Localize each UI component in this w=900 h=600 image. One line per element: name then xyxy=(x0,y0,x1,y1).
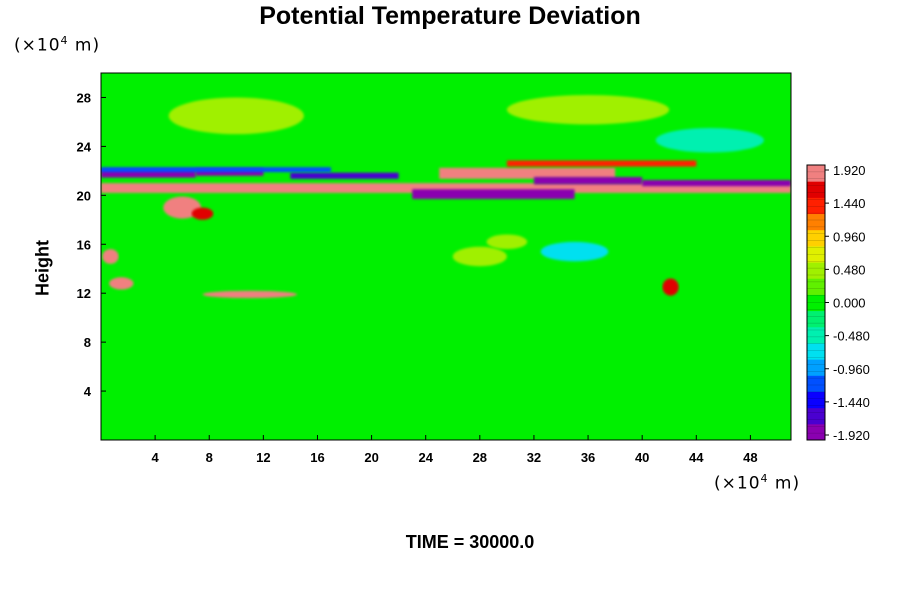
colorbar-swatch xyxy=(807,197,825,215)
x-tick-label: 28 xyxy=(473,450,487,465)
colorbar-swatch xyxy=(807,326,825,344)
y-tick-label: 16 xyxy=(77,237,91,252)
colorbar-tick-label: -0.960 xyxy=(833,362,870,377)
y-tick-label: 28 xyxy=(77,90,91,105)
colorbar-swatch xyxy=(807,391,825,409)
x-tick-label: 48 xyxy=(743,450,757,465)
field-blob-6 xyxy=(452,246,507,267)
colorbar-tick-label: 1.920 xyxy=(833,163,866,178)
field-band-0 xyxy=(101,183,791,193)
x-unit-base: (×10 xyxy=(714,473,761,494)
x-axis-ticks: 4 8 12 16 20 24 28 32 36 40 44 48 xyxy=(152,435,758,465)
field-band-6 xyxy=(533,176,643,185)
x-tick-label: 20 xyxy=(364,450,378,465)
colorbar-tick-label: -1.920 xyxy=(833,428,870,443)
x-tick-label: 16 xyxy=(310,450,324,465)
y-tick-label: 24 xyxy=(77,139,92,154)
field-band-8 xyxy=(101,167,331,173)
colorbar-swatch xyxy=(807,375,825,392)
x-tick-label: 8 xyxy=(206,450,213,465)
y-tick-label: 4 xyxy=(84,384,92,399)
plot-frame xyxy=(100,72,792,441)
colorbar-tick-label: 0.480 xyxy=(833,262,866,277)
field-blob-10 xyxy=(506,95,670,125)
y-unit-tail: m) xyxy=(68,35,101,56)
colorbar-swatch xyxy=(807,229,825,247)
field-blob-8 xyxy=(486,234,528,250)
field-blob-4 xyxy=(202,290,298,299)
chart-title: Potential Temperature Deviation xyxy=(259,2,641,30)
field-blob-11 xyxy=(655,128,764,153)
colorbar-swatch xyxy=(807,310,825,328)
x-tick-label: 24 xyxy=(418,450,433,465)
field-blob-5 xyxy=(662,278,679,296)
colorbar-swatch xyxy=(807,181,825,198)
colorbar-swatch xyxy=(807,213,825,231)
colorbar-swatch xyxy=(807,342,825,360)
field-blob-9 xyxy=(168,97,304,135)
y-unit-base: (×10 xyxy=(14,35,61,56)
colorbar-tick-label: -0.480 xyxy=(833,329,870,344)
field-band-7 xyxy=(506,160,697,167)
time-label: TIME = 30000.0 xyxy=(405,532,535,552)
field-band-9 xyxy=(642,180,791,187)
x-unit-tail: m) xyxy=(768,473,801,494)
field-band-1 xyxy=(101,169,196,178)
x-tick-label: 4 xyxy=(152,450,160,465)
x-unit-exponent: 4 xyxy=(760,472,769,485)
colorbar: 1.920 1.440 0.960 0.480 0.000 -0.480 -0.960 -1.… xyxy=(806,163,870,443)
colorbar-swatch xyxy=(807,262,825,279)
field-blob-3 xyxy=(109,277,134,290)
colorbar-swatch xyxy=(807,278,825,295)
field-band-5 xyxy=(439,167,616,179)
colorbar-swatch xyxy=(807,245,825,263)
field-blob-1 xyxy=(191,207,214,220)
x-tick-label: 36 xyxy=(581,450,595,465)
y-axis-ticks: 4 8 12 16 20 24 28 xyxy=(77,90,106,399)
x-axis-unit: (×104 m) xyxy=(714,472,800,494)
y-axis-unit: (×104 m) xyxy=(14,34,100,56)
field-band-3 xyxy=(290,172,399,179)
colorbar-tick-label: 0.000 xyxy=(833,296,866,311)
colorbar-tick-label: 1.440 xyxy=(833,196,866,211)
colorbar-swatch xyxy=(807,423,825,441)
field-blob-7 xyxy=(540,241,609,262)
field-blob-0 xyxy=(163,196,202,219)
field-band-4 xyxy=(412,189,575,200)
x-tick-label: 12 xyxy=(256,450,270,465)
heatmap-field xyxy=(101,73,791,440)
field-blob-2 xyxy=(102,249,119,264)
colorbar-swatch xyxy=(807,359,825,376)
x-tick-label: 40 xyxy=(635,450,649,465)
colorbar-swatch xyxy=(807,294,825,312)
y-tick-label: 20 xyxy=(77,188,91,203)
x-tick-label: 32 xyxy=(527,450,541,465)
y-unit-exponent: 4 xyxy=(60,34,69,47)
colorbar-tick-label: -1.440 xyxy=(833,395,870,410)
colorbar-swatch xyxy=(807,407,825,425)
colorbar-tick-label: 0.960 xyxy=(833,229,866,244)
y-tick-label: 8 xyxy=(84,335,91,350)
colorbar-swatch xyxy=(807,165,825,182)
y-tick-label: 12 xyxy=(77,286,91,301)
x-tick-label: 44 xyxy=(689,450,704,465)
